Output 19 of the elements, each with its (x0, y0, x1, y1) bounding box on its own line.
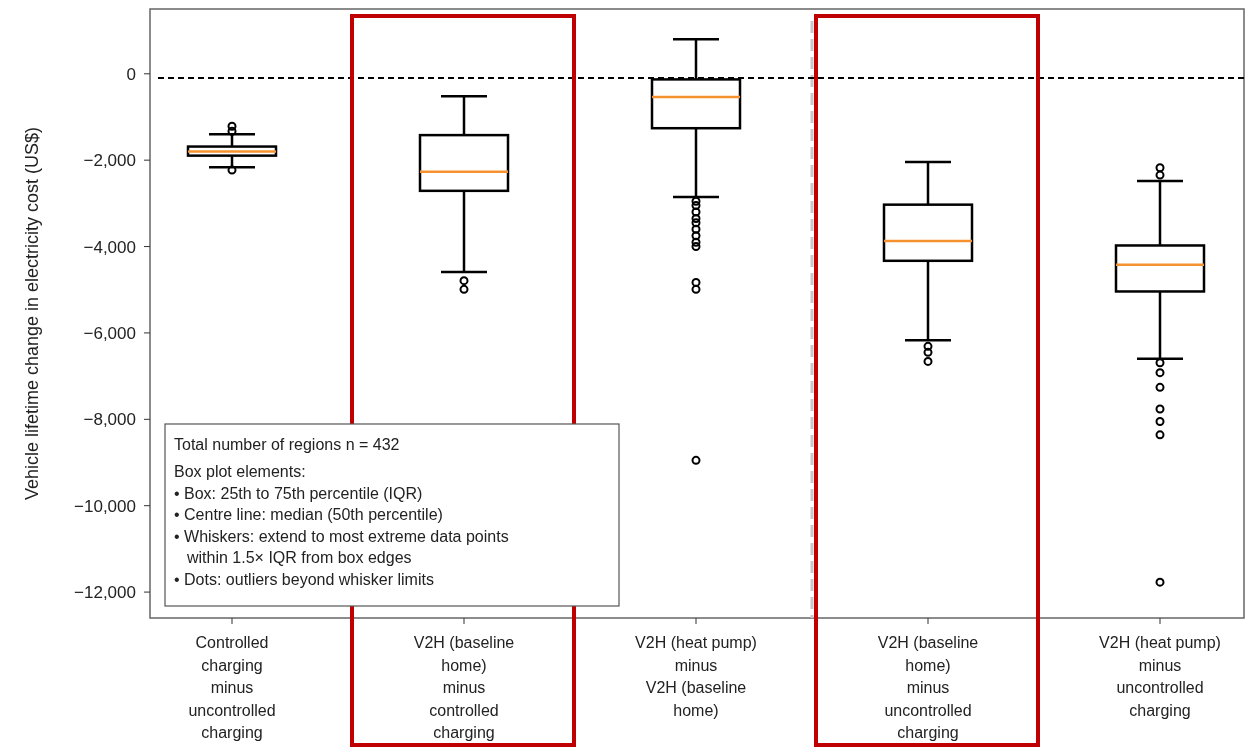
annotation: • Dots: outliers beyond whisker limits (174, 570, 434, 588)
x-tick-label: V2H (baseline home) minus uncontrolled charging (877, 634, 979, 741)
x-tick-label: V2H (heat pump) minus V2H (baseline home) (635, 634, 757, 719)
y-tick-label: −2,000 (83, 151, 136, 171)
y-tick-label: −8,000 (83, 410, 136, 430)
y-tick-label: −6,000 (83, 323, 136, 343)
y-tick-label: −4,000 (83, 237, 136, 257)
y-tick-label: 0 (126, 64, 136, 84)
annotation: • Whiskers: extend to most extreme data points within 1.5× IQR from box edges (174, 527, 509, 567)
y-tick-label: −12,000 (74, 583, 136, 603)
x-tick-label: V2H (heat pump) minus uncontrolled charging (1099, 634, 1221, 719)
x-tick-label: V2H (baseline home) minus controlled charging (413, 634, 515, 741)
y-tick-label: −10,000 (74, 496, 136, 516)
annotation: Total number of regions n = 432 (174, 435, 400, 453)
annotation: • Box: 25th to 75th percentile (IQR) (174, 484, 423, 502)
x-tick-label: Controlled charging minus uncontrolled charging (188, 634, 276, 741)
annotation: • Centre line: median (50th percentile) (174, 506, 443, 524)
y-axis-title: Vehicle lifetime change in electricity cost (US$) (22, 126, 42, 501)
annotation: Box plot elements: (174, 463, 306, 481)
